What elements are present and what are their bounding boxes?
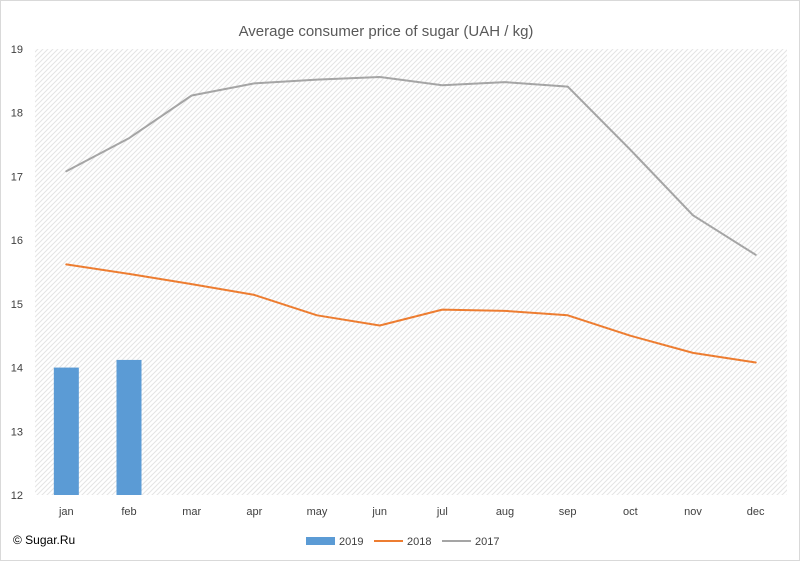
legend-label: 2017 — [475, 536, 499, 548]
line-2018 — [65, 263, 757, 364]
x-tick-label: nov — [684, 506, 702, 518]
bar-2019-jan — [53, 367, 79, 495]
x-tick-label: may — [307, 506, 328, 518]
y-tick-label: 16 — [11, 235, 23, 247]
x-tick-label: aug — [496, 506, 514, 518]
copyright-text: © Sugar.Ru — [13, 533, 76, 547]
chart-title: Average consumer price of sugar (UAH / k… — [239, 23, 534, 40]
legend-item-2019: 2019 — [306, 536, 363, 548]
legend-swatch — [306, 537, 335, 545]
y-tick-label: 19 — [11, 44, 23, 56]
x-tick-label: apr — [246, 506, 262, 518]
y-tick-label: 17 — [11, 171, 23, 183]
y-tick-label: 14 — [11, 363, 23, 375]
y-tick-label: 15 — [11, 299, 23, 311]
x-tick-label: sep — [559, 506, 577, 518]
legend-label: 2018 — [407, 536, 431, 548]
x-tick-label: jun — [371, 506, 387, 518]
x-tick-label: feb — [121, 506, 136, 518]
x-tick-label: mar — [182, 506, 201, 518]
bar-2019-feb — [116, 359, 142, 495]
y-tick-label: 12 — [11, 490, 23, 502]
y-tick-label: 13 — [11, 426, 23, 438]
line-2017 — [65, 76, 757, 256]
x-tick-label: jul — [436, 506, 448, 518]
legend-label: 2019 — [339, 536, 363, 548]
x-tick-label: jan — [58, 506, 74, 518]
legend-item-2017: 2017 — [442, 536, 499, 548]
legend-item-2018: 2018 — [374, 536, 431, 548]
y-tick-label: 18 — [11, 108, 23, 120]
x-tick-label: oct — [623, 506, 638, 518]
x-tick-label: dec — [747, 506, 765, 518]
plot-area — [35, 49, 787, 495]
